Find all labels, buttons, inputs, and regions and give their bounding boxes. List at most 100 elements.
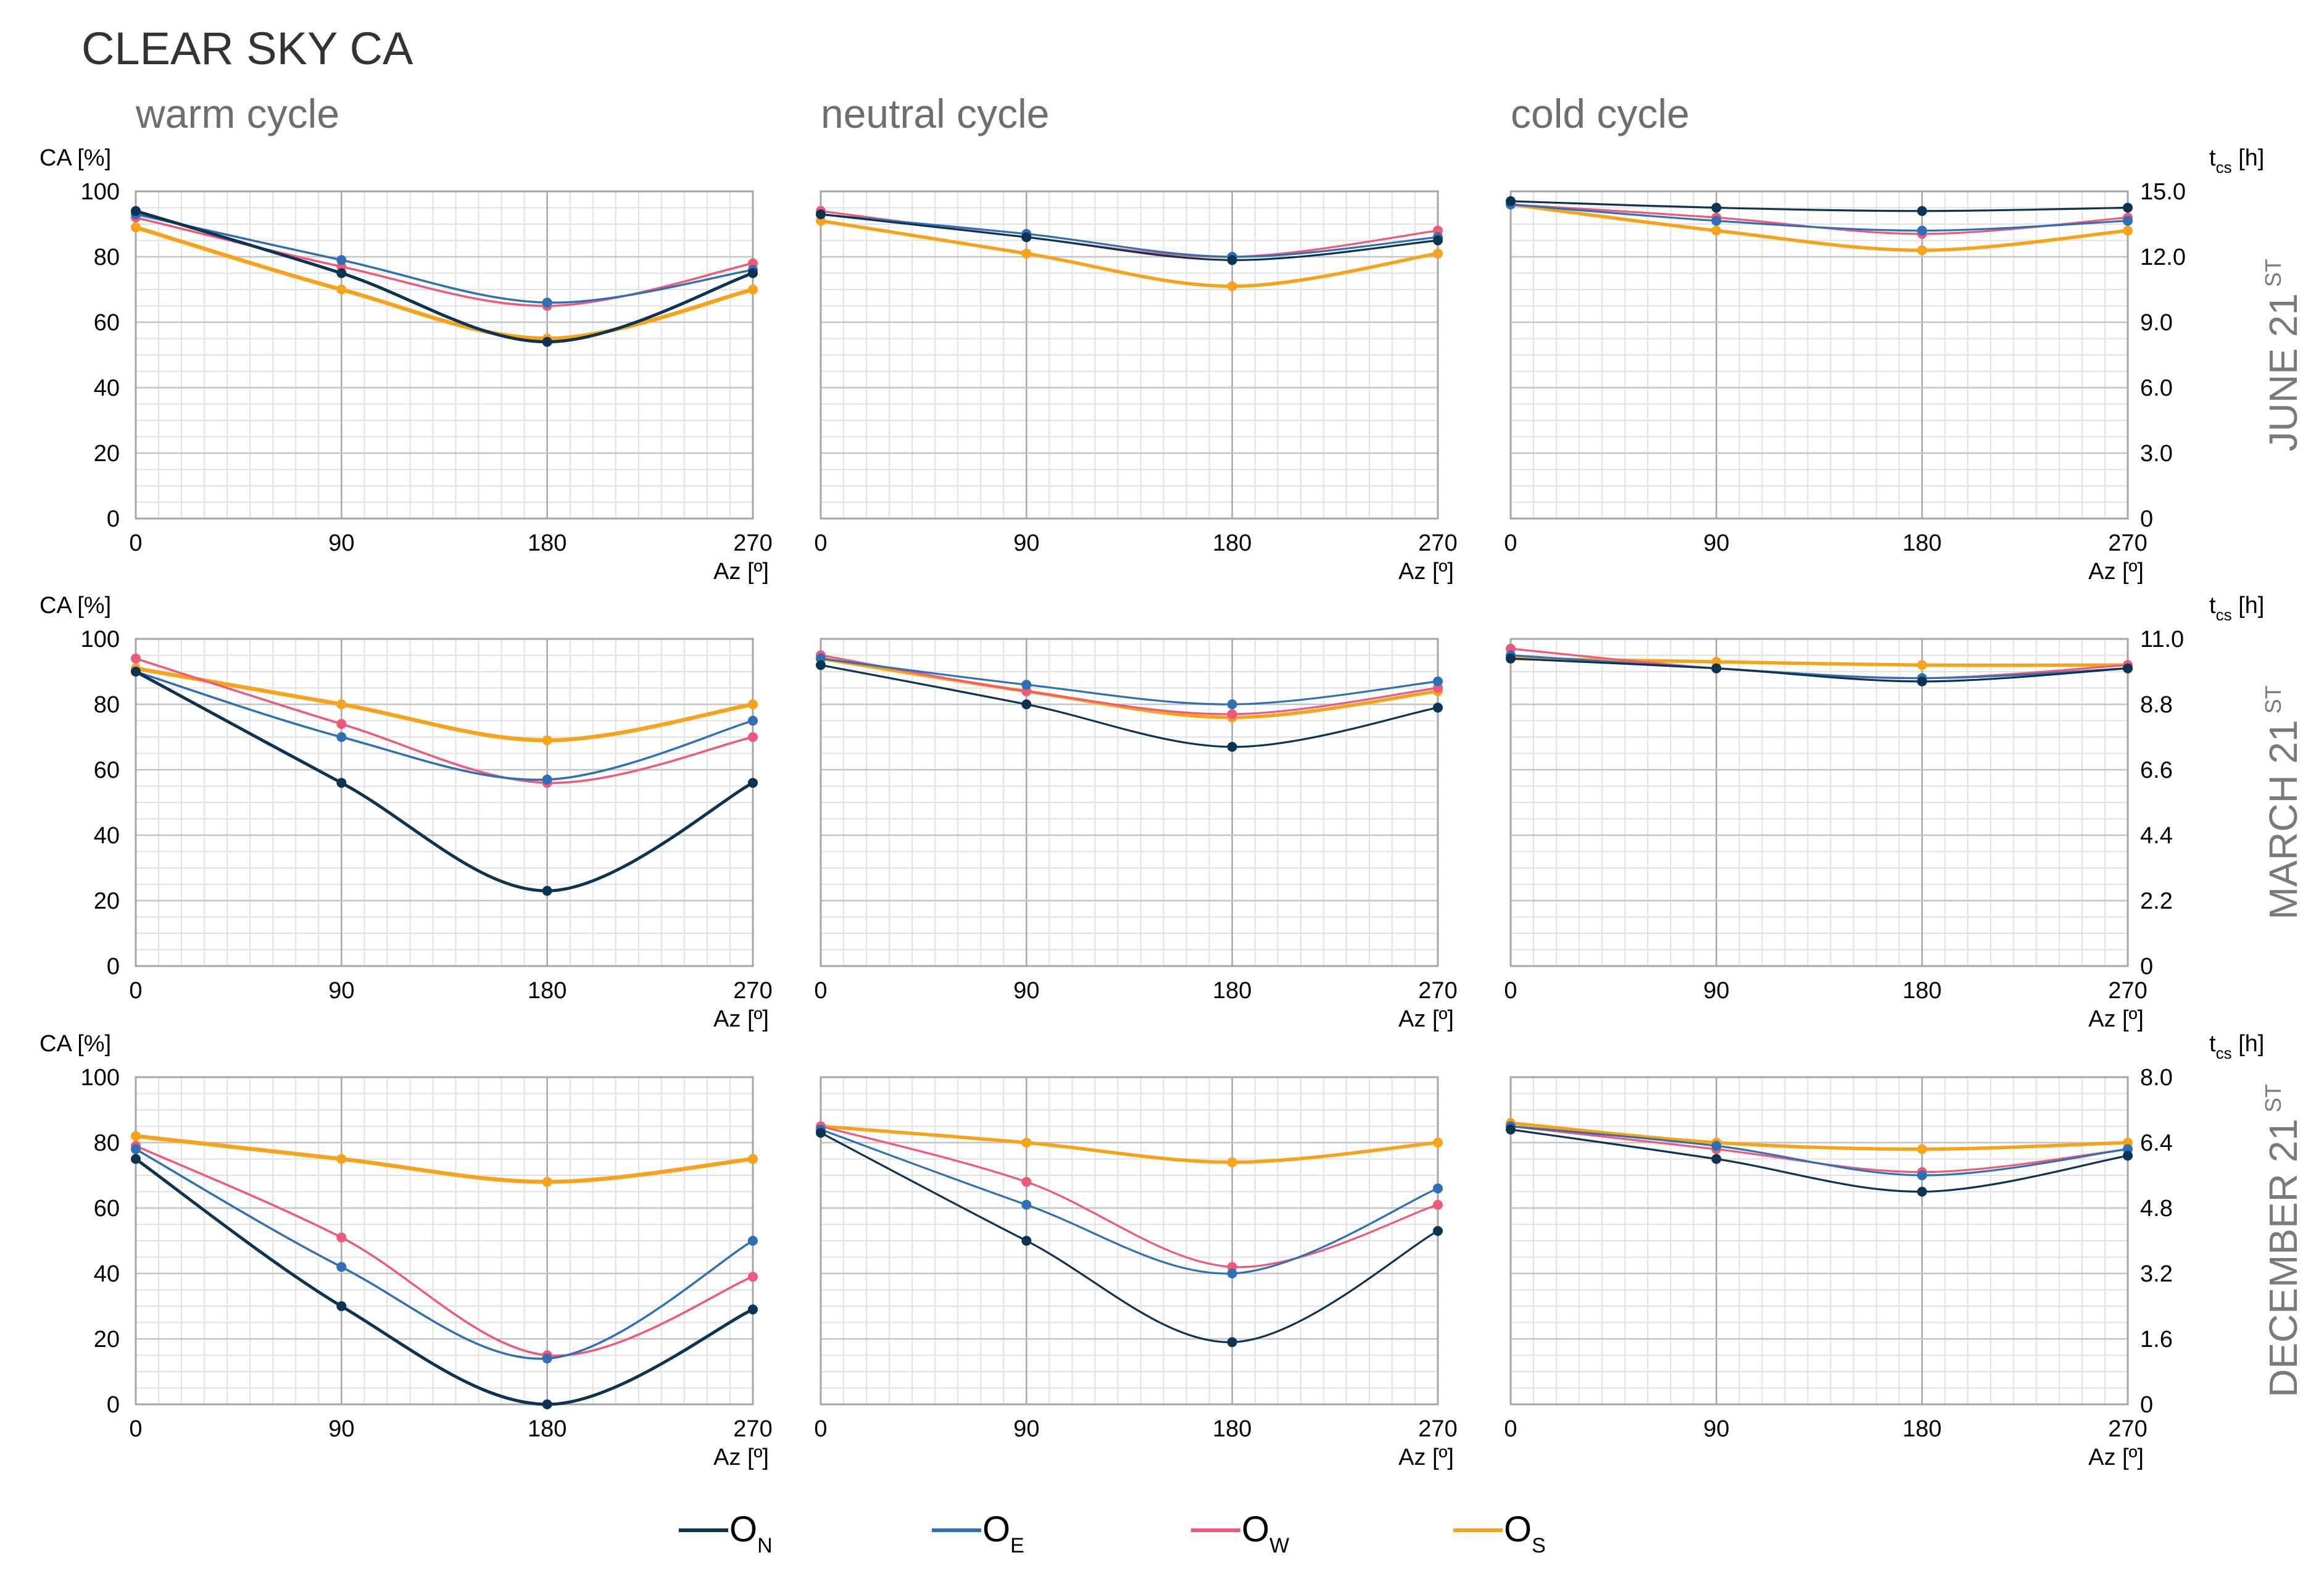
- data-point-OE-270: [2123, 215, 2133, 226]
- x-tick-label: 270: [1418, 978, 1457, 1004]
- data-point-ON-90: [1711, 663, 1722, 673]
- series-line-OE: [1509, 1125, 2129, 1177]
- y-tick-label: 20: [94, 888, 120, 914]
- secondary-y-tick-label: 4.8: [2140, 1196, 2173, 1222]
- series-line-OE: [820, 657, 1439, 706]
- secondary-y-axis-label: tcs [h]: [2209, 145, 2264, 177]
- secondary-y-axis-label: tcs [h]: [2209, 1031, 2264, 1062]
- y-tick-label: 60: [94, 310, 120, 336]
- data-point-ON-180: [1227, 1337, 1237, 1348]
- series-line-OW: [135, 216, 754, 307]
- legend-item-OW: OW: [1191, 1509, 1289, 1557]
- data-point-OE-270: [1433, 676, 1443, 686]
- plot-frame: [1509, 190, 2129, 520]
- data-point-OS-270: [2123, 225, 2133, 236]
- secondary-y-axis-label-sub: cs: [2216, 1044, 2232, 1062]
- y-tick-label: 40: [94, 375, 120, 401]
- x-tick-label: 270: [733, 978, 772, 1004]
- secondary-y-axis-label-unit: [h]: [2232, 145, 2265, 171]
- data-point-OW-180: [1227, 709, 1237, 719]
- secondary-y-tick-label: 12.0: [2140, 244, 2186, 270]
- data-point-ON-180: [1917, 1186, 1927, 1197]
- x-tick-label: 180: [1213, 530, 1251, 556]
- y-tick-label: 60: [94, 757, 120, 783]
- plot-frame: [820, 190, 1439, 520]
- secondary-y-tick-label: 0: [2140, 506, 2153, 532]
- data-point-OS-180: [1917, 1144, 1927, 1154]
- data-point-OE-90: [336, 732, 347, 742]
- y-tick-label: 40: [94, 1261, 120, 1287]
- data-point-OS-90: [336, 1154, 347, 1164]
- x-tick-label: 0: [1504, 1416, 1517, 1442]
- legend-label-main: O: [1504, 1509, 1532, 1549]
- data-point-ON-270: [2123, 202, 2133, 213]
- x-tick-label: 0: [129, 1416, 142, 1442]
- data-point-OE-180: [542, 1353, 552, 1364]
- data-point-ON-180: [1227, 255, 1237, 265]
- data-point-ON-180: [1917, 206, 1927, 216]
- series-line-OW: [820, 654, 1439, 715]
- secondary-y-tick-label: 8.8: [2140, 692, 2173, 718]
- data-point-OS-90: [1021, 248, 1032, 259]
- data-point-OS-270: [1433, 1138, 1443, 1148]
- data-point-OW-270: [748, 1272, 758, 1282]
- series-line-ON: [134, 670, 755, 893]
- data-point-ON-180: [542, 336, 552, 347]
- data-point-ON-0: [816, 209, 826, 220]
- x-tick-label: 90: [328, 1416, 354, 1442]
- data-point-ON-0: [816, 660, 826, 670]
- plot-frame: [820, 638, 1439, 967]
- data-point-ON-0: [816, 1128, 826, 1138]
- row-title-label: DECEMBER 21: [2261, 1119, 2305, 1398]
- series-line-OS: [1509, 1121, 2130, 1151]
- row-title-superscript: ST: [2260, 259, 2286, 287]
- data-point-OE-0: [131, 1144, 141, 1154]
- legend-label-sub: N: [757, 1534, 773, 1557]
- data-point-OS-180: [542, 1177, 552, 1187]
- secondary-y-axis-label-unit: [h]: [2232, 593, 2265, 619]
- x-tick-label: 270: [2108, 1416, 2147, 1442]
- secondary-y-tick-label: 3.0: [2140, 441, 2173, 467]
- plot-frame: [1509, 1076, 2129, 1406]
- series-line-OS: [819, 657, 1440, 719]
- series-line-OW: [135, 657, 754, 784]
- x-tick-label: 90: [1013, 1416, 1039, 1442]
- series-line-OS: [1509, 202, 2130, 252]
- series-line-OE: [135, 213, 754, 304]
- legend-item-OE: OE: [932, 1509, 1024, 1557]
- secondary-y-axis-label-sub: cs: [2216, 158, 2232, 177]
- y-axis-label: CA [%]: [39, 145, 111, 171]
- x-axis-label: Az [º]: [1398, 1006, 1454, 1032]
- series-line-ON: [820, 664, 1439, 748]
- row-title-label: MARCH 21: [2261, 720, 2305, 920]
- y-tick-label: 80: [94, 244, 120, 270]
- data-point-OS-180: [1917, 660, 1927, 670]
- row-title: MARCH 21 ST: [2260, 685, 2305, 920]
- series-line-OE: [1509, 654, 2129, 680]
- data-point-OE-90: [1711, 215, 1722, 226]
- legend-item-OS: OS: [1453, 1509, 1546, 1557]
- data-point-OS-270: [748, 1154, 758, 1164]
- y-tick-label: 100: [81, 1065, 120, 1091]
- data-point-ON-90: [1021, 1236, 1032, 1246]
- legend-label: OS: [1504, 1509, 1546, 1557]
- x-tick-label: 180: [528, 530, 566, 556]
- series-line-ON: [1509, 200, 2129, 212]
- column-title: cold cycle: [1511, 91, 1690, 136]
- data-point-OE-180: [1227, 699, 1237, 709]
- secondary-y-tick-label: 0: [2140, 954, 2153, 980]
- x-axis-label: Az [º]: [2088, 1006, 2144, 1032]
- series-line-ON: [1509, 1128, 2129, 1193]
- data-point-ON-180: [542, 1399, 552, 1409]
- secondary-y-axis-label-main: t: [2209, 593, 2216, 619]
- plot-frame: [820, 1076, 1439, 1406]
- data-point-ON-90: [1021, 699, 1032, 709]
- x-tick-label: 180: [528, 978, 566, 1004]
- data-point-OW-0: [131, 653, 141, 664]
- series-line-OS: [133, 666, 755, 743]
- data-point-ON-90: [336, 268, 347, 278]
- x-tick-label: 0: [814, 1416, 827, 1442]
